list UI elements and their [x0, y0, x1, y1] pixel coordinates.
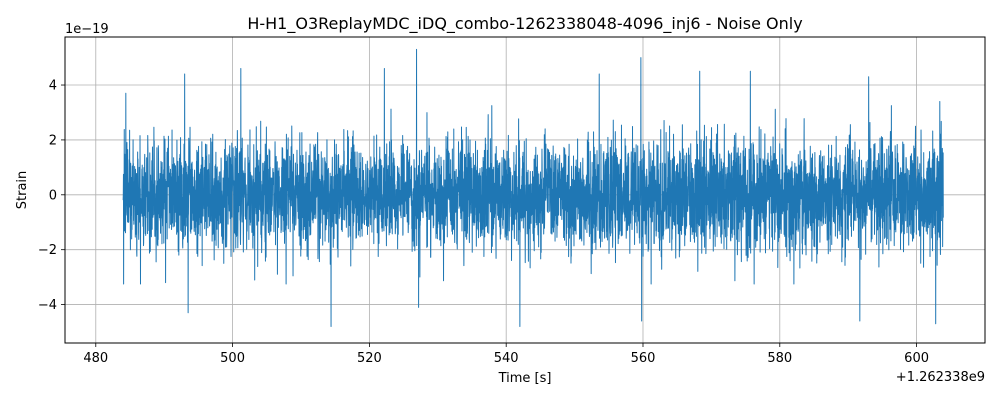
chart-title: H-H1_O3ReplayMDC_iDQ_combo-1262338048-40… — [247, 14, 802, 34]
y-axis-title: Strain — [15, 171, 30, 210]
series-layer — [122, 48, 944, 328]
x-tick-label: 540 — [494, 351, 519, 366]
ticks: 480 500 520 540 560 580 600 −4 −2 0 2 4 — [38, 79, 929, 366]
x-tick-label: 600 — [904, 351, 929, 366]
y-tick-label: −2 — [38, 243, 57, 258]
x-tick-label: 560 — [631, 351, 656, 366]
x-offset-label: +1.262338e9 — [896, 370, 985, 385]
y-tick-label: 0 — [49, 188, 57, 203]
strain-series-line — [122, 48, 944, 328]
plot-frame — [64, 36, 986, 344]
y-tick-label: 4 — [49, 79, 57, 94]
x-tick-label: 480 — [83, 351, 108, 366]
y-scale-label: 1e−19 — [65, 22, 109, 37]
x-tick-label: 580 — [767, 351, 792, 366]
y-tick-label: 2 — [49, 133, 57, 148]
x-tick-label: 500 — [220, 351, 245, 366]
x-tick-label: 520 — [357, 351, 382, 366]
y-tick-label: −4 — [38, 298, 57, 313]
x-axis-title: Time [s] — [498, 371, 552, 386]
